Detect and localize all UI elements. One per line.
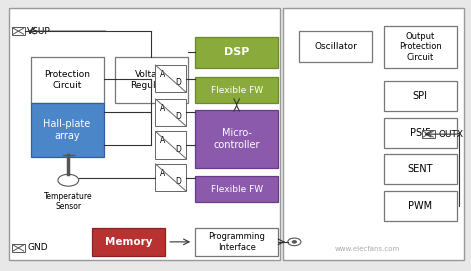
Text: A: A xyxy=(160,104,165,113)
Text: D: D xyxy=(176,112,181,121)
Text: D: D xyxy=(176,145,181,154)
FancyBboxPatch shape xyxy=(283,8,464,260)
FancyBboxPatch shape xyxy=(195,37,278,68)
Text: A: A xyxy=(160,136,165,145)
FancyBboxPatch shape xyxy=(155,99,186,126)
FancyBboxPatch shape xyxy=(384,26,457,68)
Text: SENT: SENT xyxy=(407,164,433,174)
Text: Flexible FW: Flexible FW xyxy=(211,86,263,95)
Text: Oscillator: Oscillator xyxy=(314,42,357,51)
Text: D: D xyxy=(176,78,181,87)
Text: Temperature
Sensor: Temperature Sensor xyxy=(44,192,93,211)
Text: D: D xyxy=(176,177,181,186)
Circle shape xyxy=(292,241,296,243)
Text: Programming
Interface: Programming Interface xyxy=(208,232,265,251)
Text: PWM: PWM xyxy=(408,201,432,211)
FancyBboxPatch shape xyxy=(31,103,104,157)
Text: Output
Protection
Circuit: Output Protection Circuit xyxy=(399,32,442,62)
Text: OUTX: OUTX xyxy=(439,130,463,139)
FancyBboxPatch shape xyxy=(384,154,457,184)
FancyBboxPatch shape xyxy=(155,164,186,191)
FancyBboxPatch shape xyxy=(155,131,186,159)
Text: Voltage
Regulator: Voltage Regulator xyxy=(130,70,174,90)
Text: Memory: Memory xyxy=(105,237,152,247)
FancyBboxPatch shape xyxy=(299,31,372,62)
Text: Hall-plate
array: Hall-plate array xyxy=(43,119,91,141)
Text: DSP: DSP xyxy=(224,47,249,57)
FancyBboxPatch shape xyxy=(195,110,278,168)
FancyBboxPatch shape xyxy=(115,57,188,103)
FancyBboxPatch shape xyxy=(92,228,165,256)
FancyBboxPatch shape xyxy=(155,65,186,92)
FancyBboxPatch shape xyxy=(422,130,435,138)
Text: Protection
Circuit: Protection Circuit xyxy=(44,70,90,90)
Text: www.elecfans.com: www.elecfans.com xyxy=(335,246,400,252)
FancyBboxPatch shape xyxy=(195,228,278,256)
FancyBboxPatch shape xyxy=(384,81,457,111)
FancyBboxPatch shape xyxy=(384,118,457,148)
FancyBboxPatch shape xyxy=(195,77,278,103)
FancyBboxPatch shape xyxy=(195,176,278,202)
Text: Flexible FW: Flexible FW xyxy=(211,185,263,193)
Text: Micro-
controller: Micro- controller xyxy=(213,128,260,150)
Text: VSUP: VSUP xyxy=(27,27,51,36)
Text: A: A xyxy=(160,169,165,178)
FancyBboxPatch shape xyxy=(31,57,104,103)
FancyBboxPatch shape xyxy=(384,191,457,221)
Text: A: A xyxy=(160,70,165,79)
Text: PSI5: PSI5 xyxy=(410,128,431,138)
FancyBboxPatch shape xyxy=(12,27,25,35)
FancyBboxPatch shape xyxy=(9,8,280,260)
FancyBboxPatch shape xyxy=(12,244,25,252)
Text: SPI: SPI xyxy=(413,91,428,101)
Text: GND: GND xyxy=(27,243,48,253)
